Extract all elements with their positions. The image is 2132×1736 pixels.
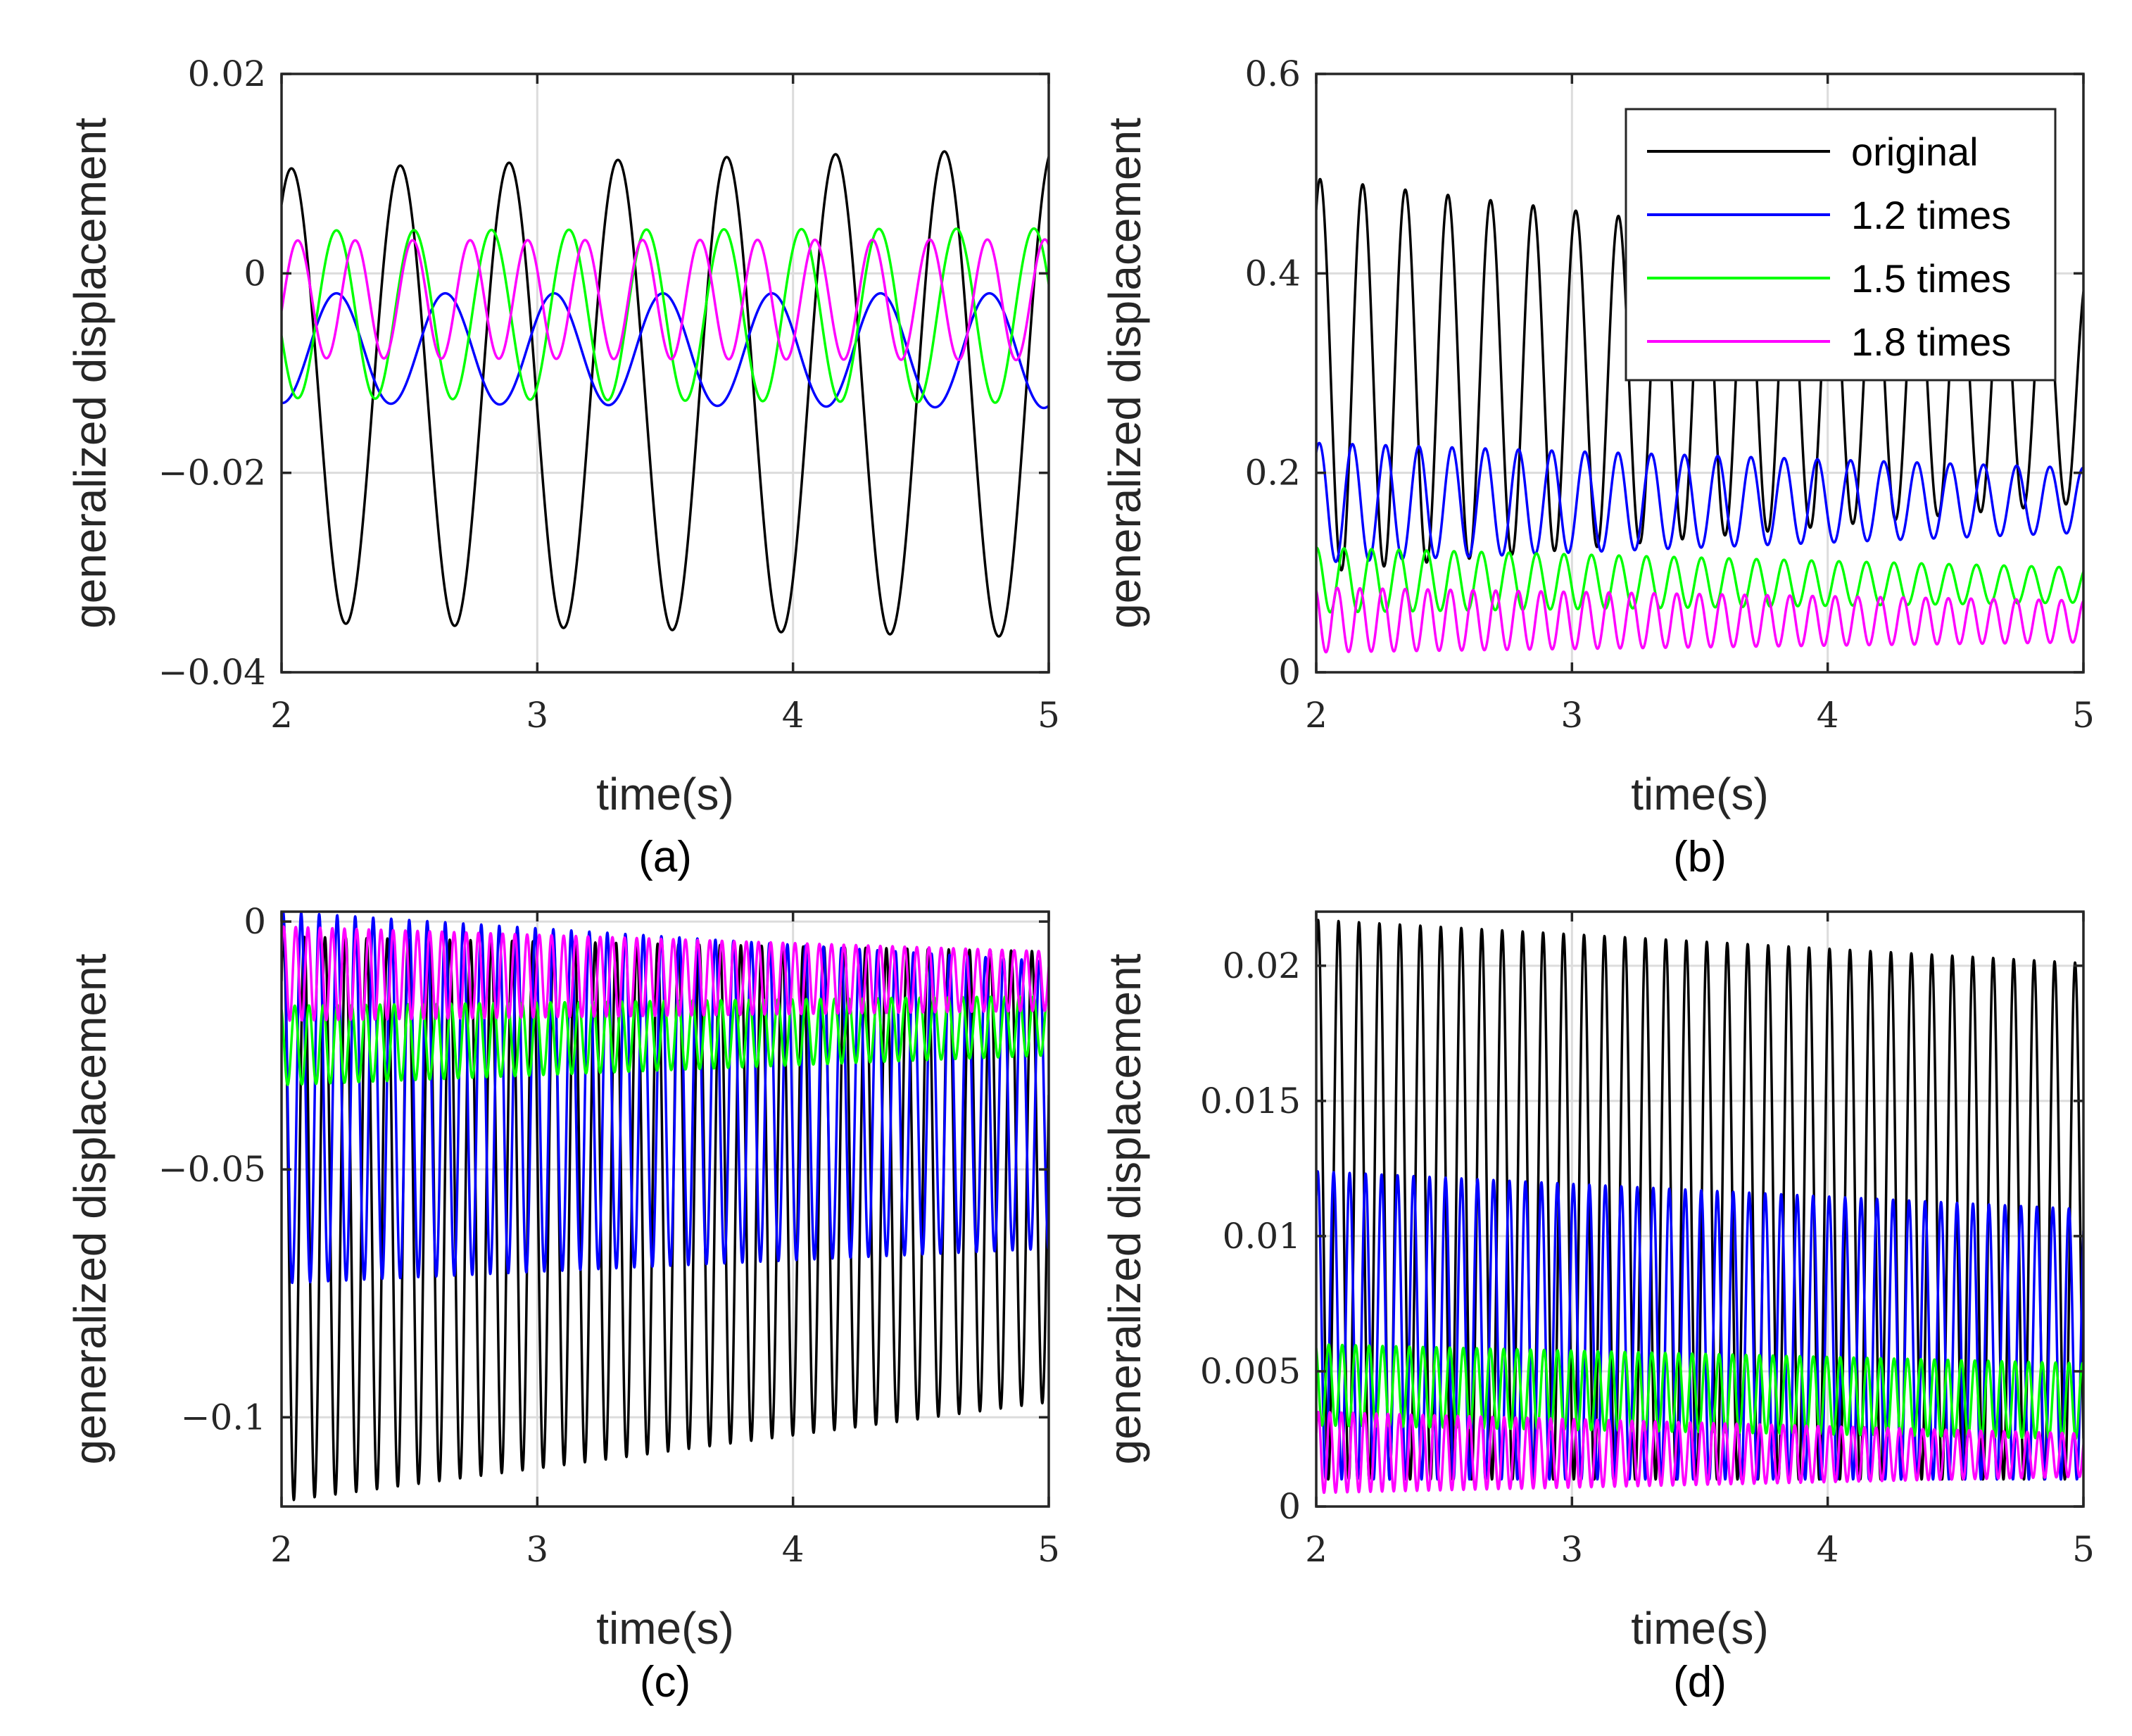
panel-b-legend-box bbox=[1625, 108, 2057, 382]
panel-c-series-1-8-times bbox=[282, 925, 1049, 1022]
panel-b-xtick-label: 3 bbox=[1560, 695, 1583, 736]
panel-d-xtick-label: 5 bbox=[2072, 1529, 2095, 1570]
panel-c-ytick-label: −0.05 bbox=[158, 1149, 266, 1190]
panel-a: 2 3 4 5 −0.04 −0.02 0 0.02 time(s) generalized di… bbox=[65, 54, 1060, 881]
panel-a-series-1-5-times bbox=[282, 227, 1049, 404]
panel-a-series-1-2-times bbox=[282, 291, 1049, 410]
panel-b-legend-label-original: original bbox=[1851, 130, 1979, 174]
panel-d-axes-frame bbox=[1315, 910, 2085, 1508]
panel-b-axes-frame bbox=[1315, 73, 2085, 674]
panel-a-axes-frame bbox=[280, 73, 1050, 674]
panel-d-xtick-label: 4 bbox=[1817, 1529, 1839, 1570]
panel-c-xtick-label: 4 bbox=[782, 1529, 805, 1570]
panel-b-legend-label-1-5-times: 1.5 times bbox=[1851, 256, 2011, 301]
panel-c: 2 3 4 5 −0.1 −0.05 0 time(s) generalized displac… bbox=[65, 901, 1060, 1706]
panel-d-ytick-label: 0.015 bbox=[1200, 1081, 1301, 1121]
panel-c-series-1-2-times bbox=[282, 912, 1049, 1285]
panel-c-series-original bbox=[282, 935, 1049, 1502]
panel-b-legend-label-1-8-times: 1.8 times bbox=[1851, 320, 2011, 364]
panel-d-series-1-8-times bbox=[1316, 1410, 2083, 1495]
panel-d-ylabel: generalized displacement bbox=[1099, 953, 1150, 1464]
panel-b-xtick-label: 5 bbox=[2072, 695, 2095, 736]
panel-c-xtick-label: 2 bbox=[270, 1529, 293, 1570]
panel-a-ytick-label: −0.04 bbox=[158, 652, 266, 693]
panel-b-ytick-label: 0.4 bbox=[1244, 253, 1301, 294]
panel-b-series-1-2-times bbox=[1316, 441, 2083, 563]
panel-a-ytick-label: −0.02 bbox=[158, 453, 266, 493]
panel-a-caption: (a) bbox=[638, 833, 692, 881]
panel-a-ytick-label: 0 bbox=[244, 253, 266, 294]
panel-b: 2 3 4 5 0 0.2 0.4 0.6 time(s) generalized displac… bbox=[1099, 54, 2095, 881]
panel-a-xtick-label: 3 bbox=[526, 695, 548, 736]
panel-c-xlabel: time(s) bbox=[596, 1603, 734, 1654]
panel-a-plot-area bbox=[282, 74, 1049, 672]
panel-d-ytick-label: 0 bbox=[1278, 1486, 1301, 1527]
panel-b-xtick-label: 2 bbox=[1305, 695, 1327, 736]
panel-b-series-1-8-times bbox=[1316, 586, 2083, 654]
panel-b-caption: (b) bbox=[1673, 833, 1727, 881]
panel-a-ytick-label: 0.02 bbox=[188, 54, 266, 94]
panel-b-legend-label-1-2-times: 1.2 times bbox=[1851, 193, 2011, 237]
panel-a-series-group bbox=[282, 150, 1049, 638]
panel-b-xlabel: time(s) bbox=[1631, 769, 1769, 819]
panel-d-xtick-label: 2 bbox=[1305, 1529, 1327, 1570]
panel-c-xtick-label: 5 bbox=[1037, 1529, 1060, 1570]
panel-a-ylabel: generalized displacement bbox=[65, 118, 115, 629]
panel-d-xtick-label: 3 bbox=[1560, 1529, 1583, 1570]
panel-a-xtick-label: 2 bbox=[270, 695, 293, 736]
panel-d-ytick-label: 0.005 bbox=[1200, 1351, 1301, 1392]
panel-b-ytick-label: 0 bbox=[1278, 652, 1301, 693]
panel-d-series-group bbox=[1316, 919, 2083, 1495]
panel-a-xlabel: time(s) bbox=[596, 769, 734, 819]
panel-a-xtick-label: 4 bbox=[782, 695, 805, 736]
panel-d-ytick-label: 0.02 bbox=[1223, 945, 1301, 986]
panel-b-ytick-label: 0.2 bbox=[1244, 453, 1301, 493]
panel-d-ytick-label: 0.01 bbox=[1223, 1216, 1301, 1257]
panel-a-xtick-label: 5 bbox=[1037, 695, 1060, 736]
panel-b-ytick-label: 0.6 bbox=[1244, 54, 1301, 94]
panel-c-caption: (c) bbox=[640, 1658, 690, 1706]
panel-d-series-original bbox=[1316, 919, 2083, 1481]
panel-d: 2 3 4 5 0 0.005 0.01 0.015 0.02 time(s) generalize… bbox=[1099, 910, 2095, 1706]
panel-b-xtick-label: 4 bbox=[1817, 695, 1839, 736]
panel-a-series-1-8-times bbox=[282, 238, 1049, 362]
panel-c-ylabel: generalized displacement bbox=[65, 953, 115, 1464]
panel-c-series-group bbox=[282, 912, 1049, 1502]
panel-a-series-original bbox=[282, 150, 1049, 638]
panel-d-xlabel: time(s) bbox=[1631, 1603, 1769, 1654]
panel-c-axes-frame bbox=[280, 910, 1050, 1508]
panel-b-ylabel: generalized displacement bbox=[1099, 118, 1150, 629]
panel-c-ytick-label: 0 bbox=[244, 901, 266, 942]
panel-b-series-1-5-times bbox=[1316, 546, 2083, 614]
panel-d-caption: (d) bbox=[1673, 1658, 1727, 1706]
panel-c-ytick-label: −0.1 bbox=[181, 1397, 266, 1438]
panel-b-legend: original 1.2 times 1.5 times 1.8 times bbox=[1625, 108, 2057, 382]
panel-c-xtick-label: 3 bbox=[526, 1529, 548, 1570]
panel-d-series-1-2-times bbox=[1316, 1170, 2083, 1481]
